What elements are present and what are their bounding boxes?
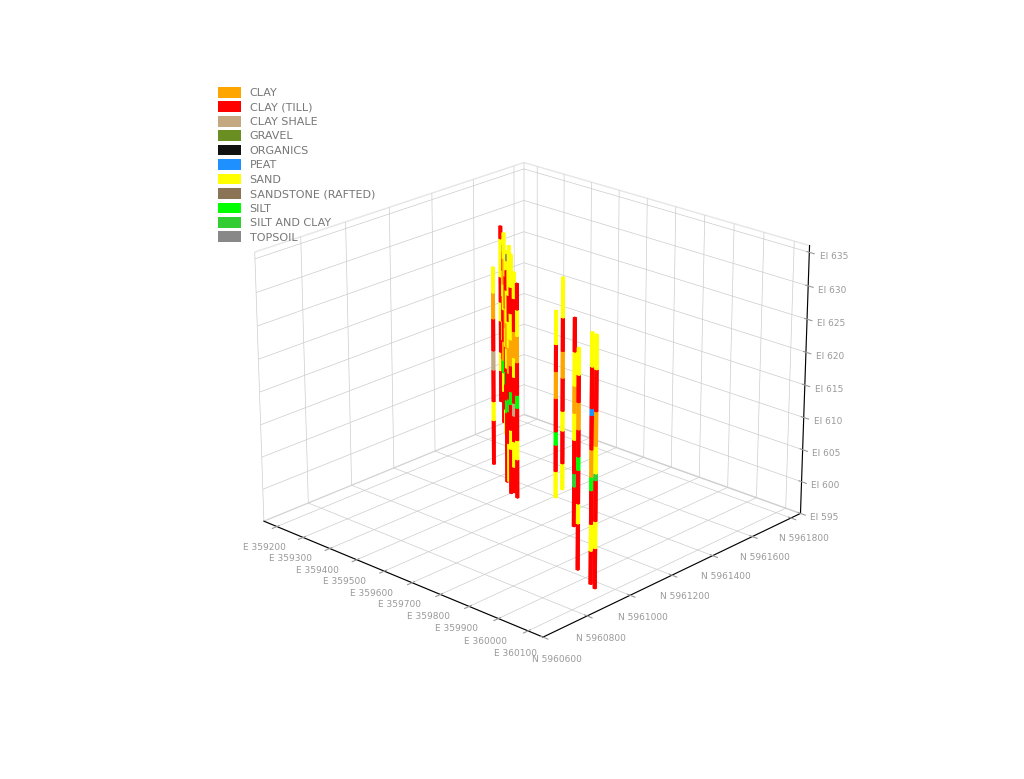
Legend: CLAY, CLAY (TILL), CLAY SHALE, GRAVEL, ORGANICS, PEAT, SAND, SANDSTONE (RAFTED),: CLAY, CLAY (TILL), CLAY SHALE, GRAVEL, O… [218, 87, 375, 242]
